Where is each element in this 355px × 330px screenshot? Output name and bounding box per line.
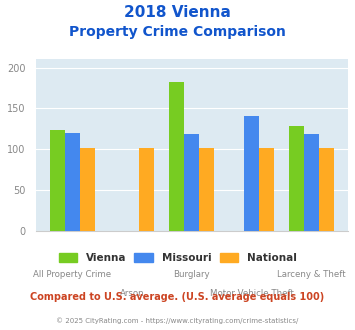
Bar xyxy=(65,133,80,231)
Bar xyxy=(244,116,259,231)
Bar xyxy=(50,130,65,231)
Text: Arson: Arson xyxy=(120,289,144,298)
Bar xyxy=(80,148,94,231)
Bar xyxy=(304,134,319,231)
Bar xyxy=(319,148,334,231)
Bar xyxy=(289,126,304,231)
Bar xyxy=(199,148,214,231)
Text: Property Crime Comparison: Property Crime Comparison xyxy=(69,25,286,39)
Text: © 2025 CityRating.com - https://www.cityrating.com/crime-statistics/: © 2025 CityRating.com - https://www.city… xyxy=(56,317,299,324)
Bar xyxy=(259,148,274,231)
Bar xyxy=(169,82,184,231)
Text: Compared to U.S. average. (U.S. average equals 100): Compared to U.S. average. (U.S. average … xyxy=(31,292,324,302)
Bar xyxy=(140,148,154,231)
Text: All Property Crime: All Property Crime xyxy=(33,270,111,279)
Bar xyxy=(184,134,199,231)
Text: 2018 Vienna: 2018 Vienna xyxy=(124,5,231,20)
Legend: Vienna, Missouri, National: Vienna, Missouri, National xyxy=(54,248,301,267)
Text: Larceny & Theft: Larceny & Theft xyxy=(277,270,345,279)
Text: Burglary: Burglary xyxy=(173,270,210,279)
Text: Motor Vehicle Theft: Motor Vehicle Theft xyxy=(209,289,294,298)
